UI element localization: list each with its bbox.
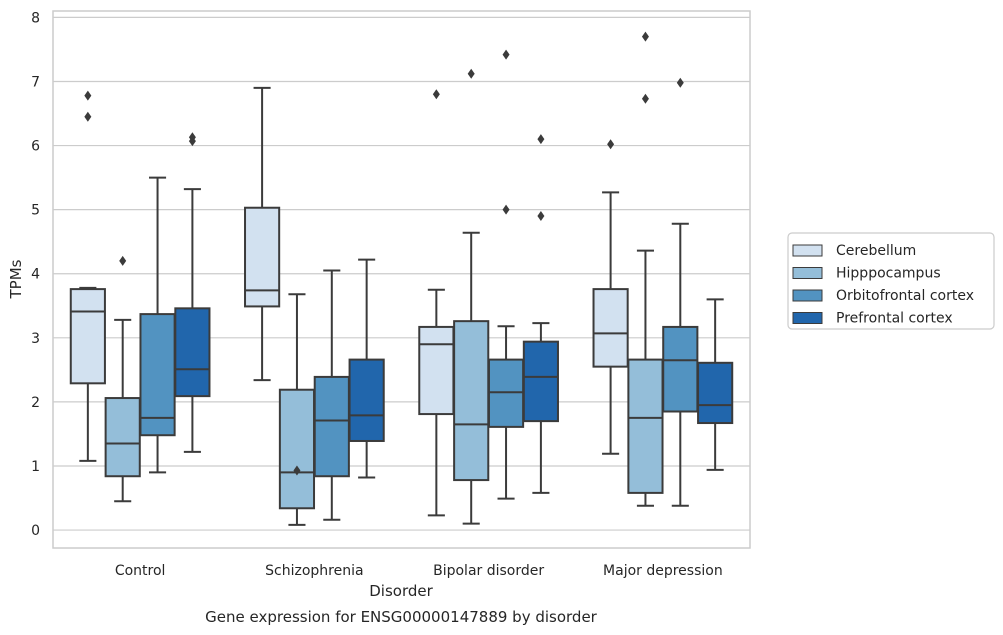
box-control-hipppocampus	[104, 255, 141, 503]
x-tick-control: Control	[115, 563, 166, 579]
iqr-box	[174, 307, 211, 398]
iqr-box	[348, 358, 385, 442]
iqr-box	[522, 340, 559, 423]
outlier-point	[641, 93, 649, 104]
outlier-point	[432, 89, 440, 100]
legend-swatch	[792, 312, 823, 324]
y-tick-6: 6	[31, 139, 40, 155]
box-control-prefrontal-cortex	[174, 132, 211, 453]
iqr-box	[139, 313, 176, 437]
legend-frame	[787, 232, 995, 330]
x-tick-labels: Control Schizophrenia Bipolar disorder Majo…	[115, 563, 723, 579]
outlier-point	[188, 132, 196, 143]
y-tick-labels: 0 1 2 3 4 5 6 7 8	[31, 10, 40, 539]
outlier-point	[537, 211, 545, 222]
x-tick-schizophrenia: Schizophrenia	[265, 563, 363, 579]
y-tick-3: 3	[31, 331, 40, 347]
box-schizophrenia-hipppocampus	[278, 293, 316, 526]
iqr-box	[313, 375, 350, 478]
outlier-point	[537, 134, 545, 145]
y-tick-2: 2	[31, 395, 40, 411]
y-tick-0: 0	[31, 523, 40, 539]
iqr-box	[418, 325, 455, 416]
iqr-box	[278, 388, 316, 510]
iqr-box	[662, 325, 699, 413]
iqr-box	[592, 288, 629, 368]
outlier-point	[607, 139, 615, 150]
box-major-depression-orbitofrontal-cortex	[662, 77, 699, 507]
box-major-depression-prefrontal-cortex	[697, 298, 734, 471]
legend-label: Orbitofrontal cortex	[836, 288, 974, 304]
box-schizophrenia-cerebellum	[244, 86, 281, 382]
outlier-point	[641, 31, 649, 42]
iqr-box	[104, 397, 141, 478]
box-bipolar-disorder-hipppocampus	[453, 68, 490, 525]
legend-item-orbitofrontal-cortex: Orbitofrontal cortex	[792, 288, 974, 304]
legend-swatch	[792, 244, 823, 257]
chart-caption: Gene expression for ENSG00000147889 by d…	[205, 608, 598, 626]
iqr-box	[627, 358, 664, 494]
box-major-depression-cerebellum	[592, 139, 629, 455]
box-groups	[69, 31, 734, 526]
y-tick-5: 5	[31, 203, 40, 219]
box-major-depression-hipppocampus	[627, 31, 664, 507]
x-tick-bipolar-disorder: Bipolar disorder	[433, 563, 544, 579]
outlier-point	[84, 111, 92, 122]
box-control-cerebellum	[69, 90, 106, 462]
y-axis-label: TPMs	[7, 259, 25, 299]
plot-frame	[52, 10, 751, 549]
outlier-point	[119, 255, 127, 266]
legend-swatch	[792, 289, 823, 302]
y-tick-8: 8	[31, 10, 40, 26]
box-control-orbitofrontal-cortex	[139, 176, 176, 474]
legend-label: Cerebellum	[836, 243, 916, 259]
outlier-point	[84, 90, 92, 101]
y-tick-7: 7	[31, 74, 40, 90]
legend-item-hipppocampus: Hipppocampus	[792, 266, 941, 282]
legend-label: Hipppocampus	[836, 266, 941, 282]
legend: Cerebellum Hipppocampus Orbitofrontal cort…	[787, 232, 995, 330]
outlier-point	[502, 49, 510, 60]
iqr-box	[697, 361, 734, 425]
iqr-box	[244, 206, 281, 308]
box-bipolar-disorder-cerebellum	[418, 89, 455, 517]
box-schizophrenia-orbitofrontal-cortex	[313, 269, 350, 521]
legend-item-prefrontal-cortex: Prefrontal cortex	[792, 311, 953, 327]
iqr-box	[453, 320, 490, 482]
y-tick-1: 1	[31, 459, 40, 475]
legend-label: Prefrontal cortex	[836, 311, 953, 327]
outlier-point	[293, 465, 301, 476]
legend-swatch	[792, 267, 823, 279]
x-axis-label: Disorder	[369, 582, 433, 600]
iqr-box	[69, 288, 106, 385]
outlier-point	[467, 68, 475, 79]
outlier-point	[676, 77, 684, 88]
box-bipolar-disorder-prefrontal-cortex	[522, 134, 559, 494]
y-tick-4: 4	[31, 267, 40, 283]
legend-item-cerebellum: Cerebellum	[792, 243, 916, 259]
x-tick-major-depression: Major depression	[603, 563, 723, 579]
box-schizophrenia-prefrontal-cortex	[348, 258, 385, 479]
outlier-point	[502, 204, 510, 215]
